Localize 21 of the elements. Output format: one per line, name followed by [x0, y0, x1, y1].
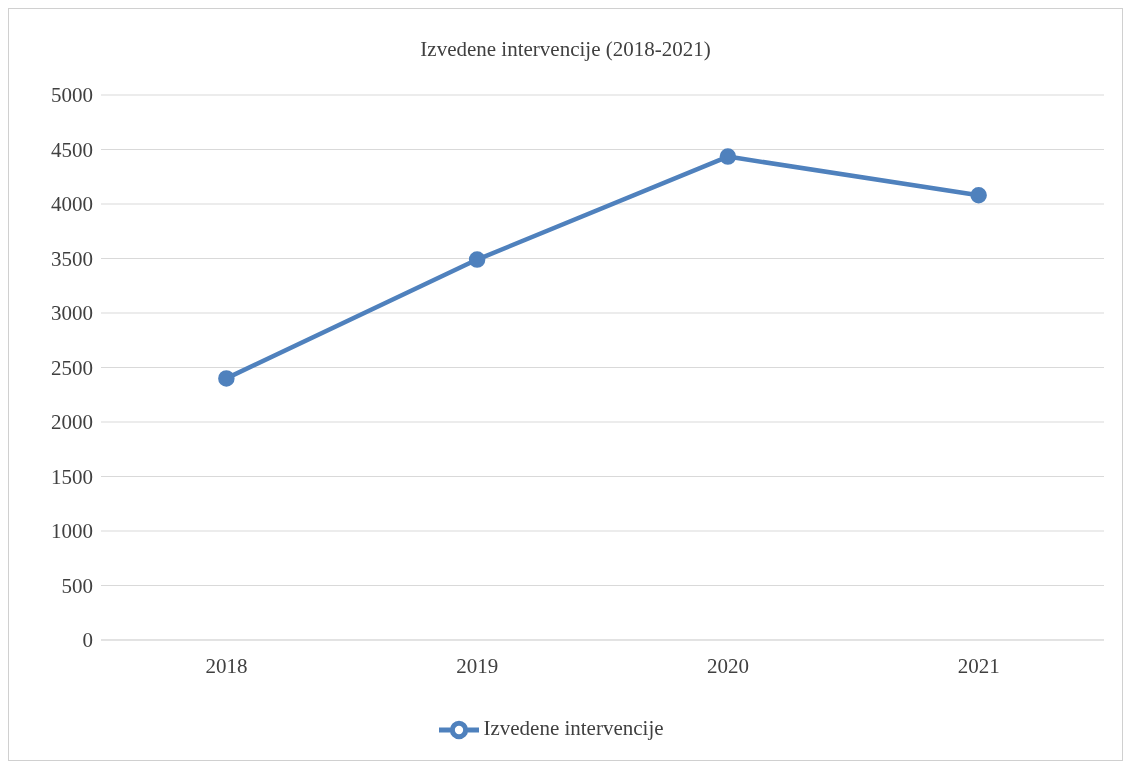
- y-tick-label: 2000: [51, 410, 93, 435]
- y-tick-label: 4000: [51, 192, 93, 217]
- y-tick-label: 1500: [51, 464, 93, 489]
- point: [218, 370, 235, 387]
- y-tick-label: 3000: [51, 301, 93, 326]
- legend-label: Izvedene intervencije: [483, 715, 664, 740]
- y-tick-label: 3500: [51, 246, 93, 271]
- x-tick-label: 2019: [456, 653, 499, 678]
- point: [468, 251, 486, 268]
- y-tick-label: 0: [82, 628, 93, 653]
- point: [719, 148, 737, 165]
- point: [970, 187, 987, 204]
- y-tick-label: 500: [61, 573, 93, 598]
- y-tick-label: 5000: [51, 83, 93, 108]
- x-tick-label: 2018: [205, 653, 248, 678]
- chart-title: Izvedene intervencije (2018-2021): [419, 37, 712, 62]
- y-tick-label: 2500: [51, 355, 93, 380]
- x-tick-label: 2021: [957, 653, 1000, 678]
- y-tick-label: 1000: [51, 519, 93, 544]
- x-tick-label: 2020: [706, 653, 749, 678]
- y-tick-label: 4500: [51, 137, 93, 162]
